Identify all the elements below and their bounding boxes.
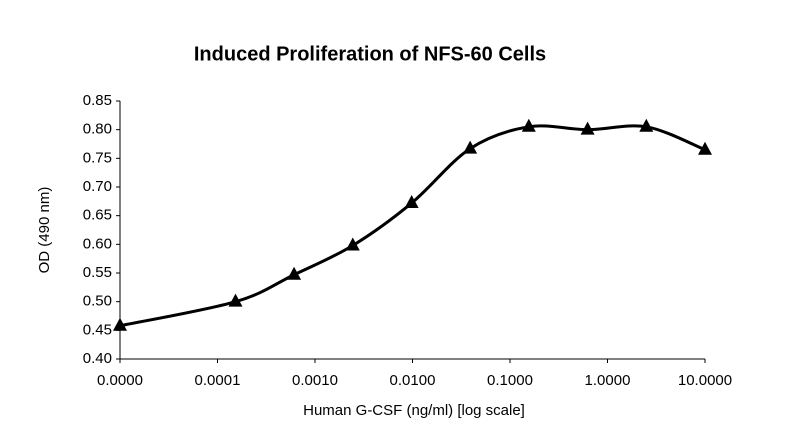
x-tick-label: 0.0001 [195,372,241,389]
x-tick-label: 0.0100 [390,372,436,389]
y-tick-label: 0.60 [83,235,112,252]
y-tick-label: 0.70 [83,178,112,195]
y-tick-label: 0.45 [83,321,112,338]
y-tick-label: 0.65 [83,207,112,224]
data-marker [521,118,536,132]
x-axis-label: Human G-CSF (ng/ml) [log scale] [303,402,525,419]
y-tick-label: 0.40 [83,350,112,367]
data-marker [228,293,243,307]
y-tick-label: 0.85 [83,92,112,109]
x-tick-label: 0.0000 [97,372,143,389]
data-marker [639,118,654,132]
data-marker [404,195,419,209]
data-marker [698,141,712,155]
y-tick-label: 0.55 [83,264,112,281]
y-tick-label: 0.75 [83,149,112,166]
x-tick-label: 0.0010 [292,372,338,389]
data-marker [345,237,360,251]
data-marker [463,140,478,154]
data-line [119,124,706,328]
y-tick-label: 0.80 [83,121,112,138]
y-axis-label: OD (490 nm) [36,187,53,274]
y-tick-label: 0.50 [83,293,112,310]
x-tick-label: 1.0000 [585,372,631,389]
data-marker [113,317,127,331]
x-tick-label: 0.1000 [487,372,533,389]
data-marker [580,121,595,135]
data-marker [287,266,302,280]
chart-title: Induced Proliferation of NFS-60 Cells [194,43,546,65]
x-tick-label: 10.0000 [678,372,732,389]
